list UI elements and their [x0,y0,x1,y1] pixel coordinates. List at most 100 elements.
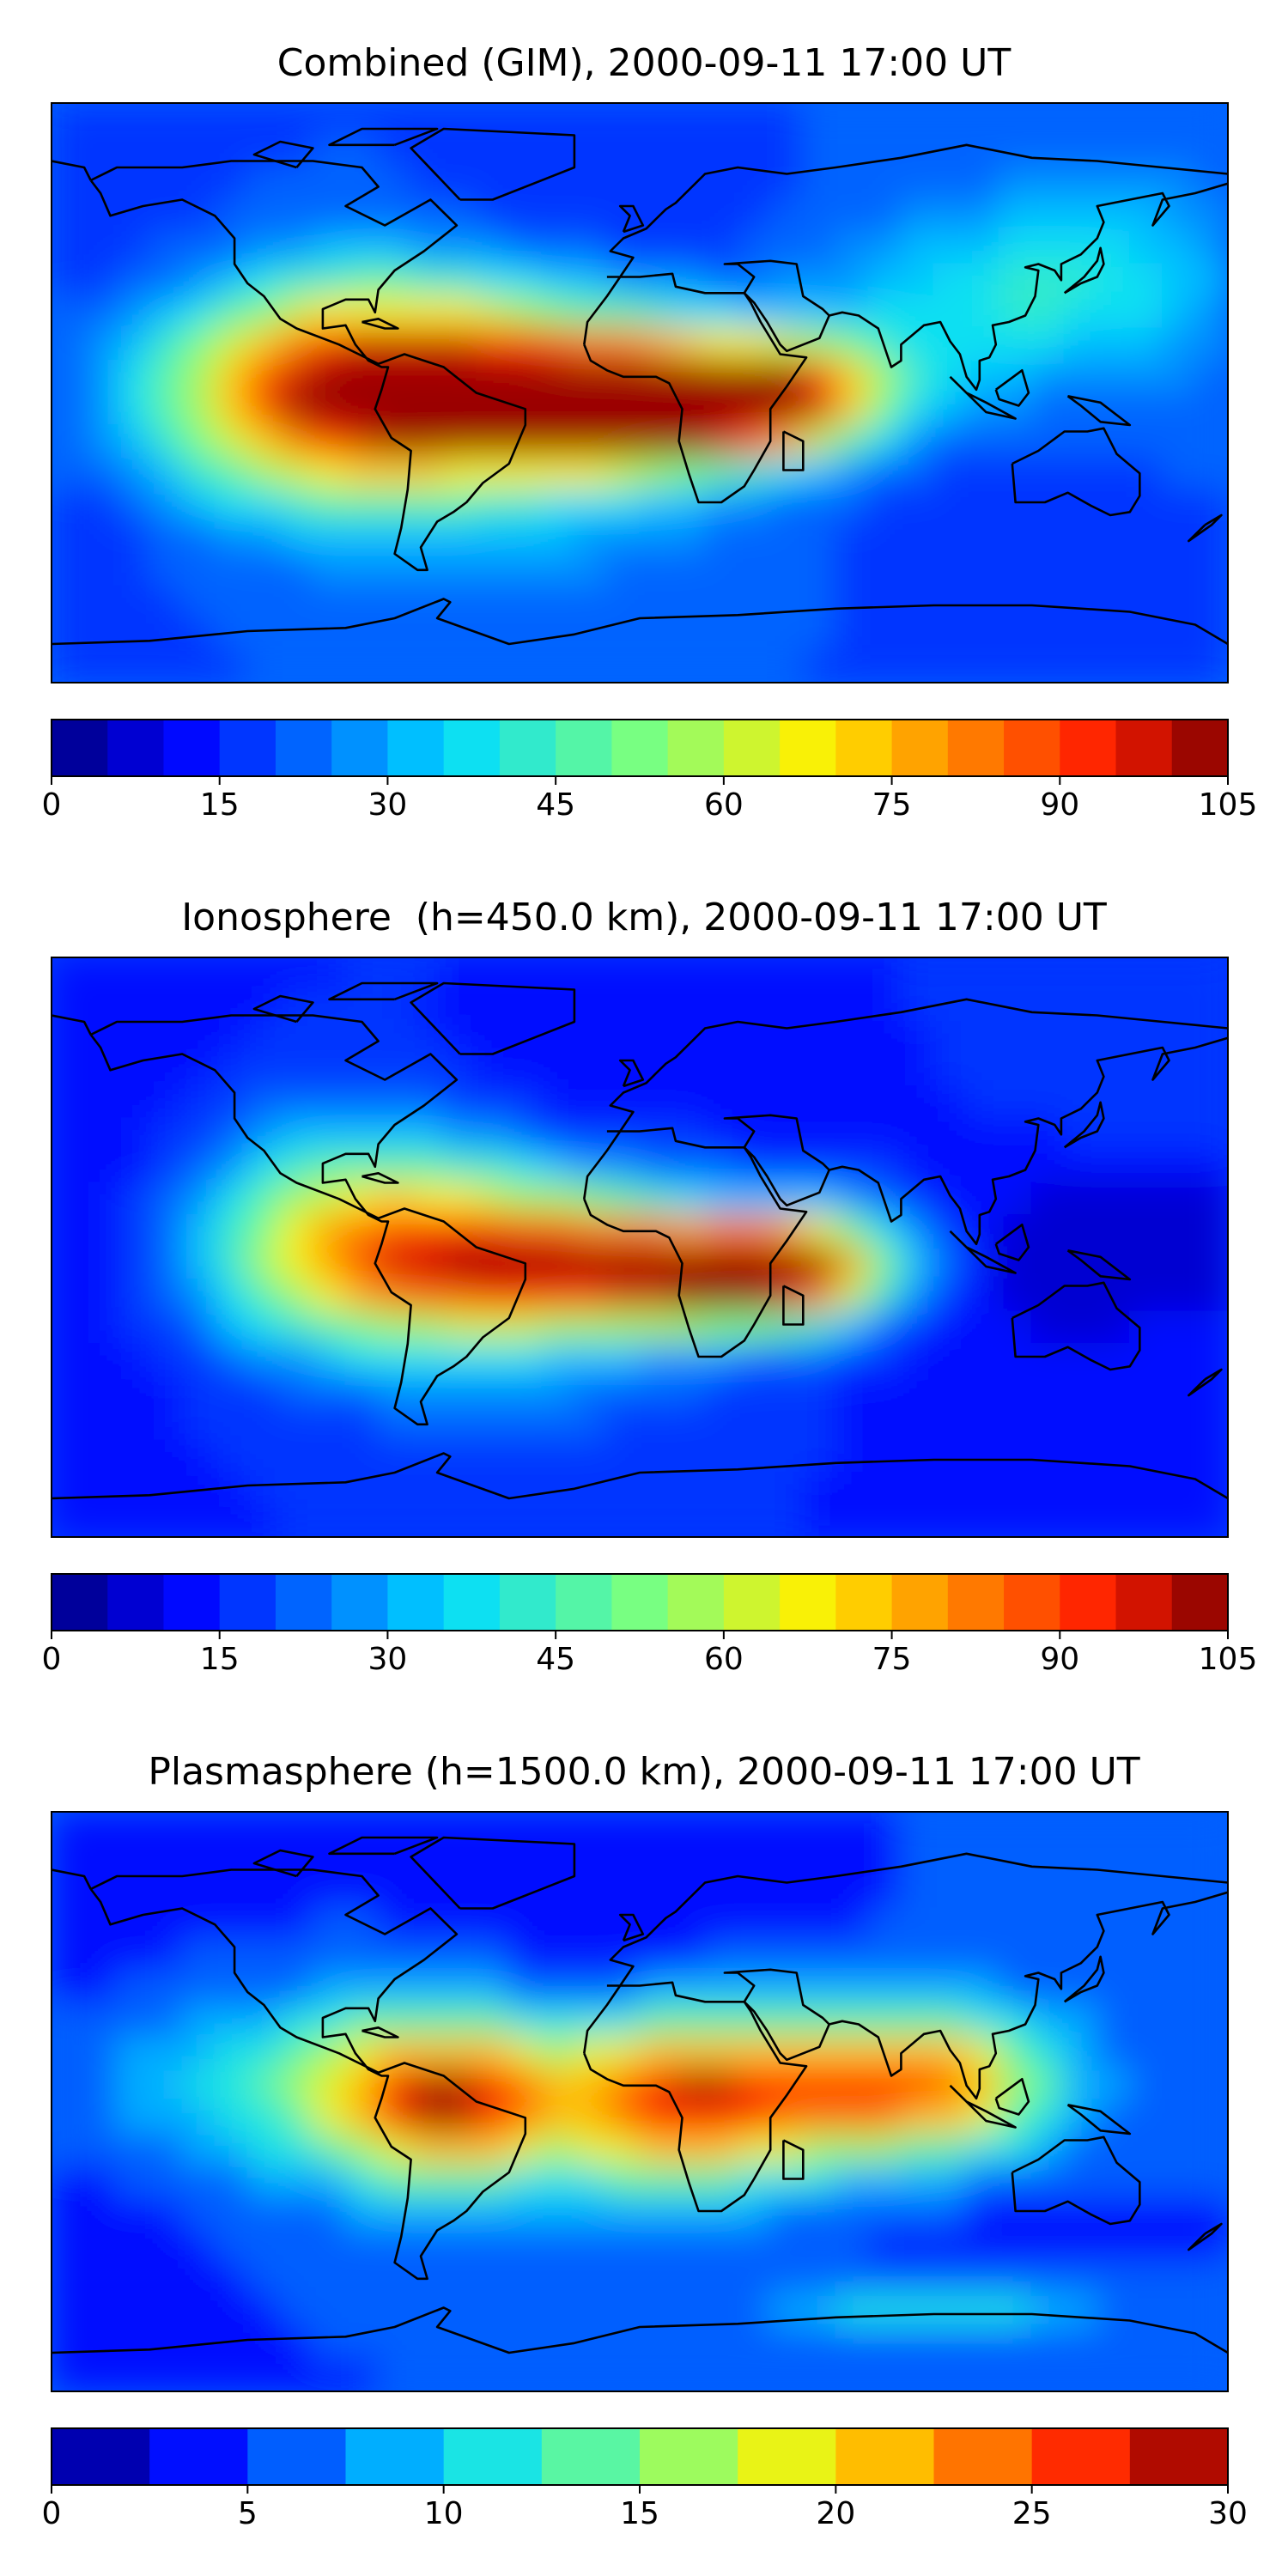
heatmap-cell [116,2069,151,2103]
heatmap-cell [573,2197,608,2232]
heatmap-cell [835,617,870,652]
heatmap-cell [507,2293,543,2328]
heatmap-cell [900,360,935,394]
heatmap-cell [998,1940,1033,1974]
heatmap-cell [605,553,641,587]
heatmap-cell [1161,2100,1196,2135]
heatmap-cell [344,1375,380,1409]
colorbar-tick-label: 0 [41,1642,62,1677]
heatmap-cell [312,2100,347,2135]
heatmap-cell [573,231,608,265]
heatmap-cell [933,167,968,201]
colorbar-segment [107,1574,164,1631]
heatmap-cell [704,988,739,1023]
heatmap-cell [671,649,707,683]
heatmap-cell [769,2293,805,2328]
heatmap-cell [181,231,216,265]
heatmap-cell [214,2293,249,2328]
heatmap-cell [737,1310,772,1345]
heatmap-cell [867,649,902,683]
heatmap-cell [507,134,543,168]
heatmap-cell [900,167,935,201]
heatmap-cell [998,2133,1033,2167]
heatmap-cell [639,1907,674,1941]
heatmap-cell [279,1843,314,1877]
heatmap-cell [639,988,674,1023]
heatmap-cell [475,1150,510,1184]
heatmap-cell [540,649,575,683]
heatmap-cell [933,263,968,297]
heatmap-cell [639,2165,674,2199]
heatmap-cell [214,1407,249,1442]
heatmap-cell [246,1117,282,1151]
heatmap-cell [605,1971,641,2006]
heatmap-cell [214,295,249,330]
heatmap-cell [1063,988,1098,1023]
heatmap-cell [181,2069,216,2103]
heatmap-cell [605,520,641,555]
heatmap-cell [704,1053,739,1087]
heatmap-cell [704,2069,739,2103]
heatmap-cell [671,1375,707,1409]
heatmap-cell [900,1279,935,1313]
heatmap-cell [1161,1279,1196,1313]
heatmap-cell [475,1407,510,1442]
heatmap-cell [965,617,1000,652]
heatmap-cell [1161,1407,1196,1442]
heatmap-cell [83,2262,118,2296]
heatmap-cell [410,1310,445,1345]
heatmap-cell [214,456,249,490]
heatmap-cell [377,1375,412,1409]
heatmap-cell [214,1439,249,1473]
heatmap-cell [704,1407,739,1442]
heatmap-cell [442,327,477,361]
heatmap-cell [410,2100,445,2135]
heatmap-cell [671,1907,707,1941]
heatmap-cell [442,1085,477,1120]
heatmap-cell [279,2100,314,2135]
colorbar-segment [1129,2428,1229,2485]
colorbar-segment [331,720,388,776]
heatmap-cell [998,1085,1033,1120]
heatmap-cell [149,424,184,459]
heatmap-cell [965,1021,1000,1055]
heatmap-cell [246,1214,282,1249]
heatmap-cell [671,134,707,168]
heatmap-cell [52,456,86,490]
heatmap-cell [900,1812,935,1845]
heatmap-cell [83,2165,118,2199]
heatmap-cell [149,1085,184,1120]
heatmap-cell [704,1310,739,1345]
heatmap-cell [1030,1150,1066,1184]
chart-title: Combined (GIM), 2000-09-11 17:00 UT [276,41,1012,85]
heatmap-cell [83,1812,118,1845]
heatmap-cell [540,2262,575,2296]
heatmap-cell [377,1812,412,1845]
heatmap-cell [1194,198,1228,233]
heatmap-cell [83,2069,118,2103]
heatmap-cell [377,2262,412,2296]
coastlines [52,1836,1228,2354]
heatmap-cell [867,134,902,168]
heatmap-cell [835,1053,870,1087]
colorbar-segment [556,720,612,776]
heatmap-cell [1128,1375,1163,1409]
heatmap-cell [442,553,477,587]
heatmap-cell [769,1343,805,1377]
heatmap-cell [573,957,608,991]
heatmap-cell [573,1085,608,1120]
heatmap-cell [312,2293,347,2328]
heatmap-cell [279,585,314,619]
heatmap-cell [540,1310,575,1345]
heatmap-cell [1030,520,1066,555]
heatmap-cell [671,1343,707,1377]
heatmap-cell [475,520,510,555]
heatmap-cell [377,103,412,137]
heatmap-cell [475,360,510,394]
heatmap-cell [867,424,902,459]
heatmap-cell [507,1085,543,1120]
heatmap-cell [737,1472,772,1506]
heatmap-cell [442,1971,477,2006]
heatmap-cell [507,2229,543,2263]
